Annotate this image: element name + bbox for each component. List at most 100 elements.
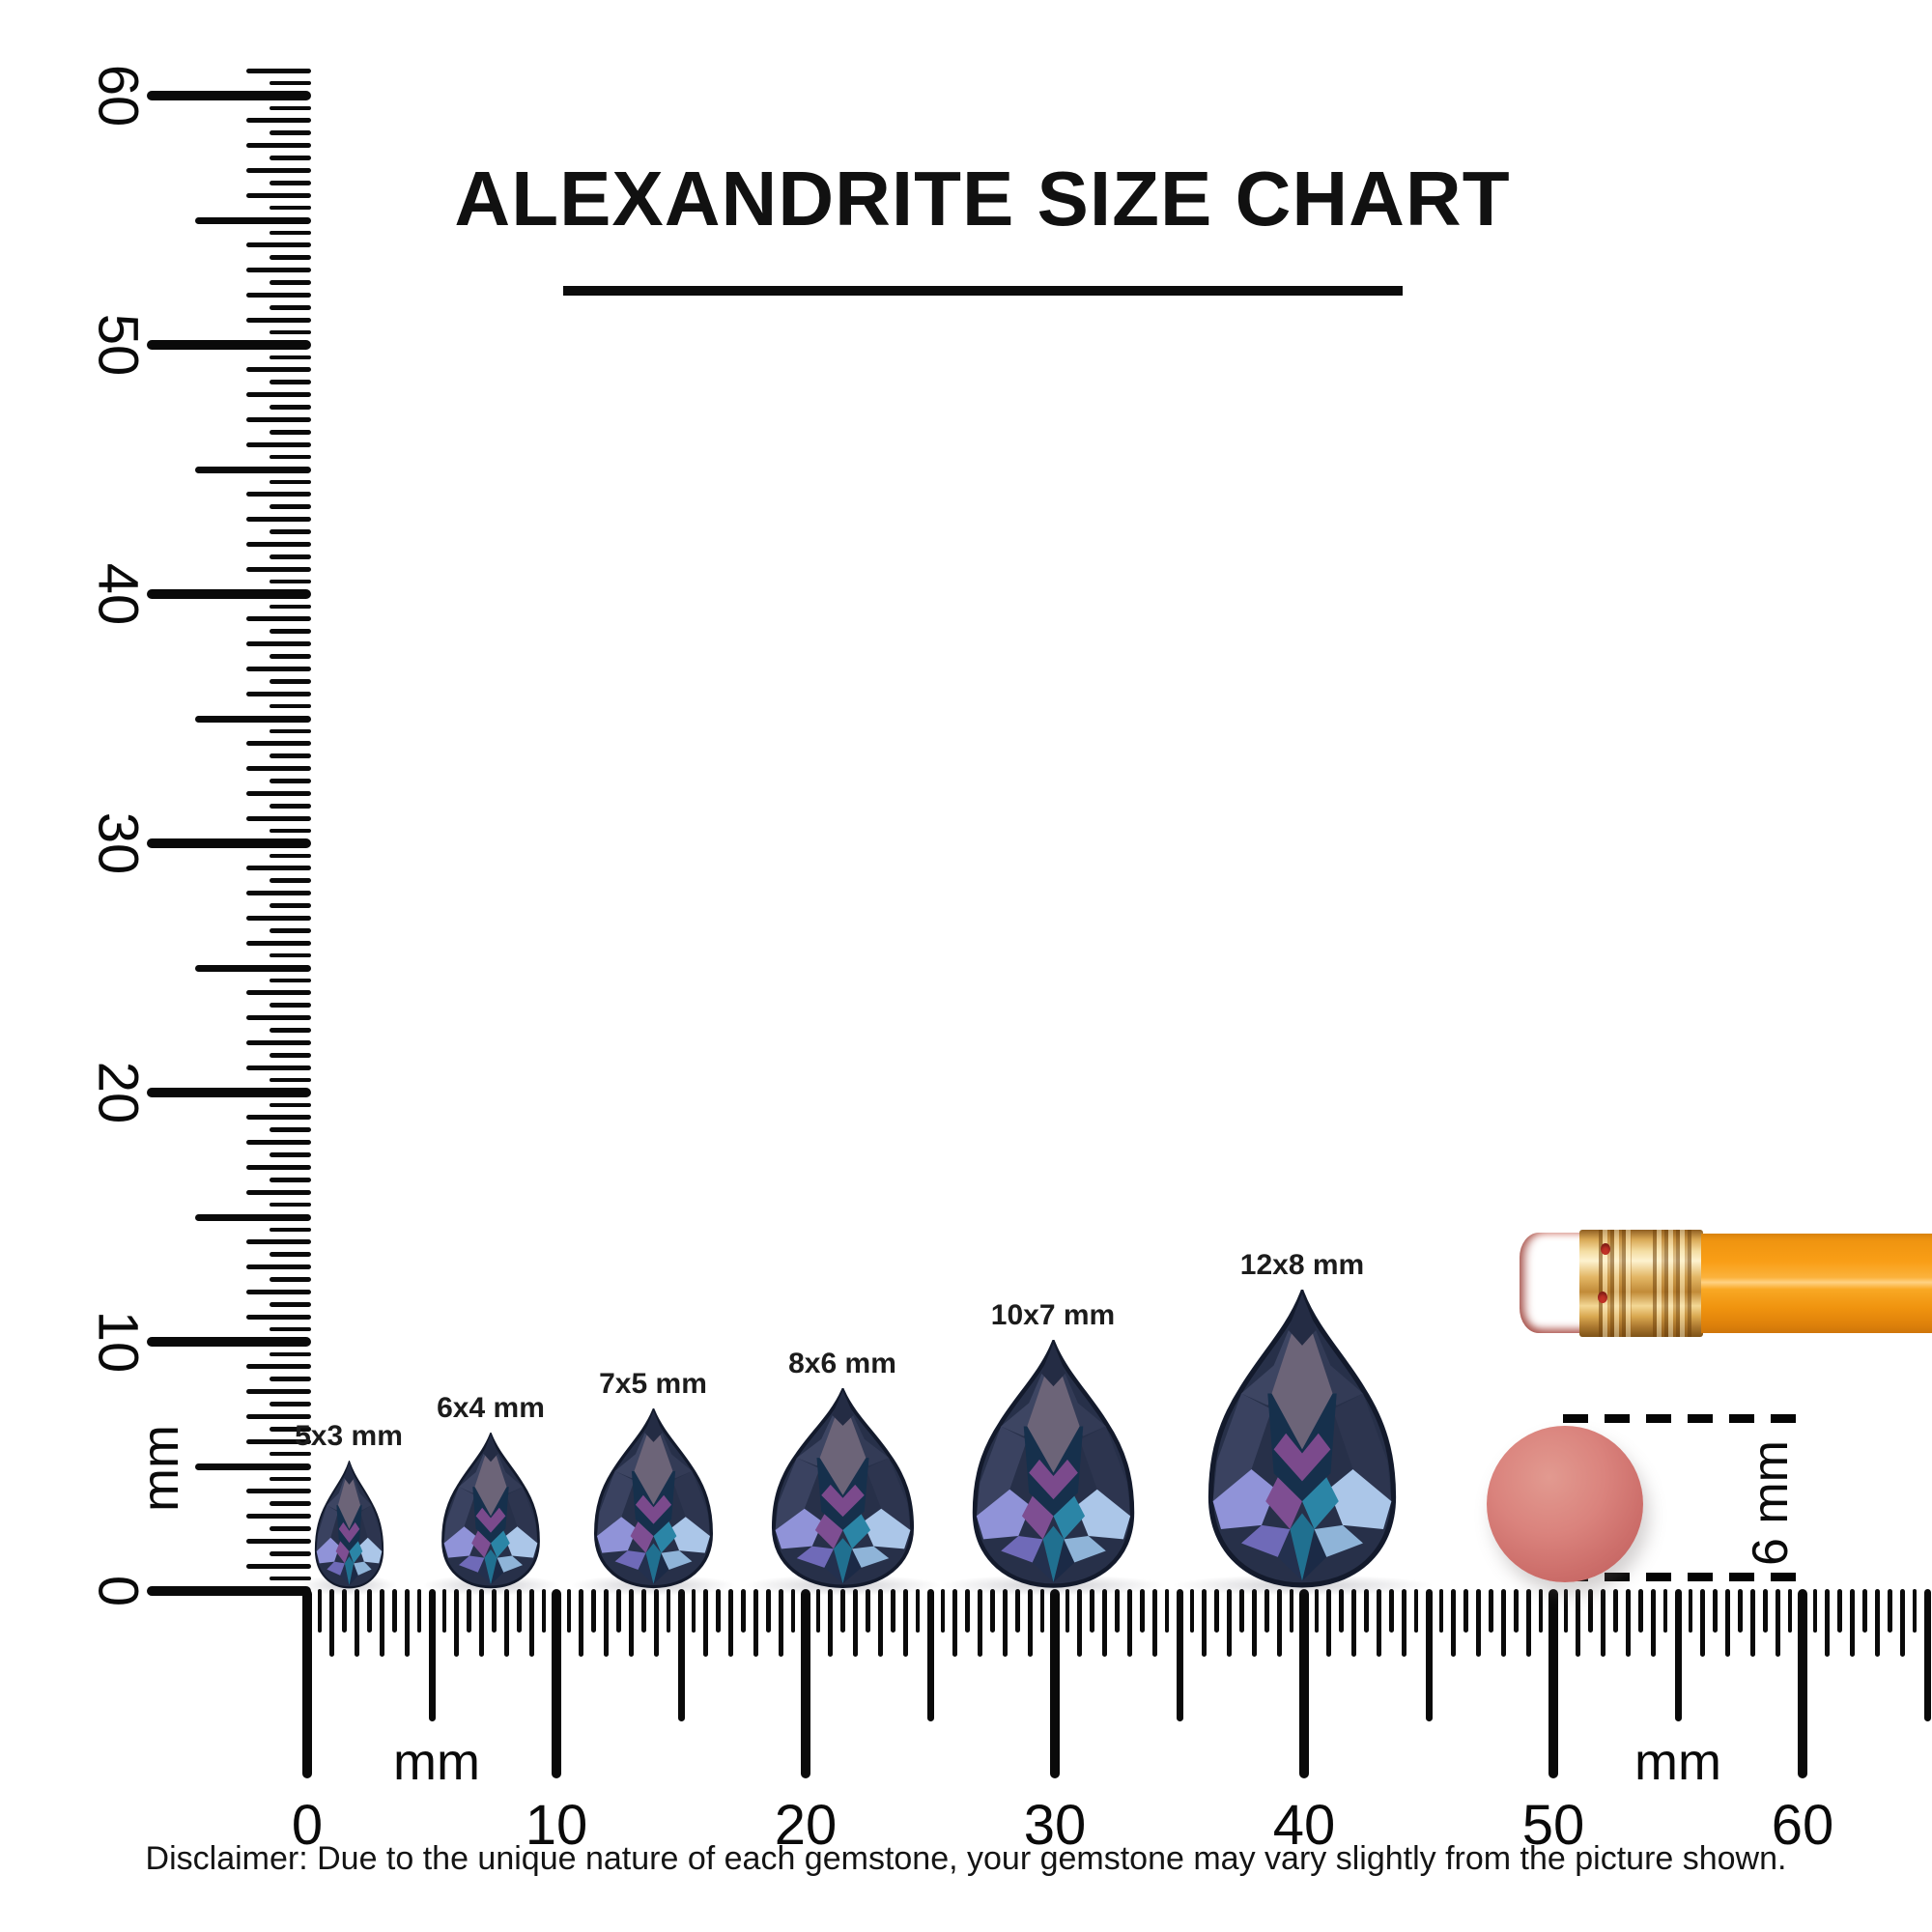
ruler-tick (753, 1589, 758, 1657)
ruler-tick (246, 492, 311, 497)
ruler-tick (552, 1589, 561, 1778)
ruler-tick (246, 118, 311, 124)
ruler-tick (246, 1389, 311, 1395)
title-underline (563, 286, 1403, 296)
ferrule-crimp-rings (1653, 1230, 1691, 1337)
ruler-tick (1923, 1589, 1931, 1721)
ruler-tick (1401, 1589, 1406, 1657)
ruler-tick (479, 1589, 485, 1657)
ruler-tick (1339, 1589, 1344, 1633)
ruler-tick (1376, 1589, 1381, 1657)
ruler-tick (828, 1589, 834, 1657)
ruler-tick (492, 1589, 497, 1633)
ruler-tick (902, 1589, 908, 1657)
ruler-tick (1514, 1589, 1519, 1633)
ruler-tick (1451, 1589, 1457, 1657)
pencil-ferrule (1579, 1230, 1703, 1337)
ruler-tick (853, 1589, 859, 1657)
ruler-tick (147, 91, 311, 100)
ruler-tick (246, 1140, 311, 1146)
ruler-tick (1140, 1589, 1145, 1633)
ruler-tick (1463, 1589, 1468, 1633)
ruler-tick (1700, 1589, 1706, 1657)
ruler-tick (877, 1589, 883, 1657)
ruler-tick (270, 1526, 311, 1531)
ruler-tick (1189, 1589, 1195, 1633)
ruler-tick (246, 1039, 311, 1045)
ruler-tick (246, 566, 311, 572)
ruler-tick (1775, 1589, 1780, 1657)
ruler-tick (195, 1463, 311, 1470)
ruler-tick (1164, 1589, 1170, 1633)
ruler-tick (147, 340, 311, 350)
ruler-tick (270, 1127, 311, 1132)
ruler-tick (1738, 1589, 1743, 1633)
ruler-tick (270, 1351, 311, 1357)
ruler-tick (246, 392, 311, 398)
ruler-tick (270, 105, 311, 111)
ruler-tick (246, 268, 311, 273)
ruler-tick (147, 1088, 311, 1097)
ferrule-rivet-dot (1601, 1243, 1610, 1255)
ruler-tick (270, 579, 311, 584)
ruler-tick (1027, 1589, 1033, 1657)
ruler-tick (840, 1589, 845, 1633)
ruler-tick (616, 1589, 621, 1633)
ruler-tick (195, 216, 311, 224)
ruler-tick (1538, 1589, 1544, 1633)
ruler-tick (270, 654, 311, 659)
ruler-tick (270, 1377, 311, 1381)
gem-label: 5x3 mm (295, 1420, 403, 1452)
ruler-tick (790, 1589, 796, 1633)
ruler-tick (1763, 1589, 1768, 1633)
gem-label: 7x5 mm (599, 1368, 707, 1400)
ruler-tick (952, 1589, 958, 1657)
ruler-tick (270, 156, 311, 160)
ruler-tick (270, 779, 311, 783)
ruler-tick (270, 853, 311, 859)
ruler-tick (246, 1239, 311, 1245)
ruler-tick (428, 1589, 436, 1721)
ruler-tick (1850, 1589, 1856, 1657)
ruler-tick (270, 1227, 311, 1233)
ruler-number: 60 (1771, 1794, 1834, 1857)
ruler-tick (246, 641, 311, 647)
ruler-tick (270, 1178, 311, 1182)
ruler-tick (566, 1589, 572, 1633)
ferrule-rivet-dot (1598, 1292, 1607, 1303)
vertical-ruler-unit: mm (131, 1425, 189, 1512)
ruler-tick (195, 466, 311, 473)
horizontal-ruler-unit-right: mm (1634, 1733, 1721, 1791)
ruler-tick (270, 679, 311, 684)
ruler-tick (1077, 1589, 1083, 1657)
ruler-tick (367, 1589, 372, 1633)
ruler-tick (246, 1164, 311, 1170)
ruler-tick (404, 1589, 410, 1657)
ruler-tick (246, 1189, 311, 1195)
ruler-tick (246, 815, 311, 821)
ruler-tick (270, 728, 311, 734)
ruler-tick (467, 1589, 471, 1633)
ruler-tick (270, 1427, 311, 1432)
ruler-tick (1912, 1589, 1918, 1633)
ruler-tick (270, 629, 311, 634)
ruler-tick (1798, 1589, 1807, 1778)
ruler-tick (1115, 1589, 1120, 1633)
gem-label: 10x7 mm (990, 1299, 1116, 1331)
ruler-tick (1065, 1589, 1070, 1633)
ruler-tick (1588, 1589, 1593, 1633)
ruler-number: 50 (86, 313, 150, 377)
ruler-tick (1015, 1589, 1020, 1633)
ruler-number: 40 (86, 562, 150, 626)
size-indicator-dash-bottom (1563, 1573, 1806, 1581)
ruler-tick (1548, 1589, 1558, 1778)
ruler-tick (246, 292, 311, 298)
ruler-tick (270, 1501, 311, 1506)
ruler-tick (270, 952, 311, 958)
ruler-tick (270, 504, 311, 509)
ruler-tick (454, 1589, 460, 1657)
ruler-number: 0 (291, 1794, 324, 1857)
ruler-tick (270, 1252, 311, 1257)
ruler-tick (270, 1451, 311, 1457)
